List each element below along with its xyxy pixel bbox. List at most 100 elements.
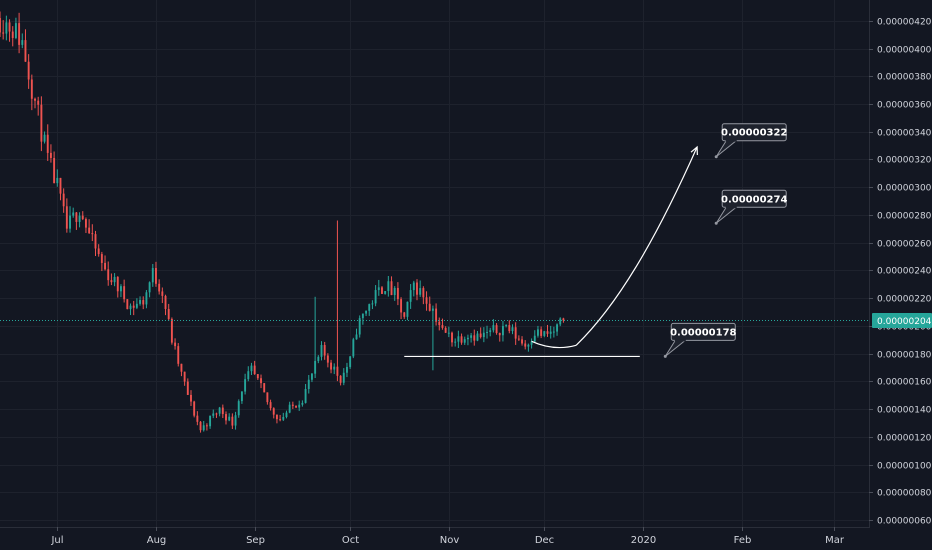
candle-body: [40, 104, 43, 142]
candle-body: [556, 324, 559, 332]
candle-body: [466, 337, 469, 340]
candle-body: [129, 305, 132, 310]
candle-body: [546, 331, 549, 334]
candle-body: [508, 325, 511, 332]
candle-body: [301, 402, 304, 405]
candle-body: [164, 295, 167, 309]
candle-body: [139, 300, 142, 304]
callout-label: 0.00000178: [670, 327, 736, 338]
candle-body: [94, 234, 97, 249]
candle-body: [132, 305, 135, 308]
callout-label: 0.00000322: [721, 128, 787, 139]
candle-body: [285, 412, 288, 417]
candle-body: [339, 375, 342, 383]
candle-body: [336, 366, 339, 376]
candle-body: [489, 330, 492, 332]
y-tick-label: 0.00000380: [877, 73, 932, 83]
candle-body: [361, 313, 364, 319]
callout-box: [721, 189, 787, 208]
candle-body: [431, 308, 434, 311]
candle-body: [441, 325, 444, 328]
candle-body: [333, 366, 336, 370]
candle-body: [559, 318, 562, 325]
candle-body: [409, 290, 412, 302]
candle-body: [381, 287, 383, 294]
candle-body: [161, 291, 164, 296]
candle-body: [521, 339, 523, 344]
candle-body: [113, 276, 116, 283]
candle-body: [514, 327, 517, 339]
candle-body: [291, 404, 294, 406]
candle-body: [56, 177, 59, 184]
candle-body: [135, 303, 138, 308]
candle-body: [304, 388, 307, 403]
candle-body: [495, 325, 498, 334]
candle-body: [374, 290, 377, 304]
y-tick-label: 0.00000360: [877, 101, 932, 111]
candle-body: [43, 134, 46, 142]
candle-body: [549, 331, 552, 334]
candle-body: [97, 248, 100, 255]
candle-body: [78, 215, 81, 222]
candle-body: [59, 177, 62, 194]
candle-body: [288, 404, 291, 413]
candle-body: [145, 292, 148, 305]
candle-body: [358, 318, 361, 335]
candle-body: [326, 355, 329, 363]
candle-body: [396, 287, 399, 300]
candle-body: [65, 206, 68, 229]
y-tick-label: 0.00000140: [877, 406, 932, 416]
x-tick-label: 2020: [631, 535, 656, 546]
candle-body: [310, 373, 313, 380]
candle-body: [540, 329, 543, 336]
candle-body: [142, 300, 145, 305]
candle-body: [215, 413, 218, 415]
candle-body: [193, 401, 196, 416]
candle-body: [221, 407, 224, 415]
candle-body: [260, 378, 262, 384]
candle-body: [524, 343, 527, 347]
candle-body: [498, 333, 501, 336]
candle-body: [279, 419, 282, 421]
candle-body: [371, 303, 374, 305]
callout-box: [670, 322, 736, 341]
candle-body: [75, 212, 78, 222]
candle-body: [212, 413, 215, 416]
candle-body: [27, 61, 30, 80]
y-tick-label: 0.00000280: [877, 212, 932, 222]
y-tick-label: 0.00000400: [877, 46, 932, 56]
x-tick-label: Sep: [246, 535, 265, 546]
candle-body: [323, 345, 326, 356]
candle-body: [34, 98, 36, 101]
candle-body: [53, 157, 56, 184]
candle-body: [209, 415, 212, 427]
candle-body: [460, 336, 463, 343]
candle-body: [186, 381, 189, 395]
candle-body: [406, 301, 409, 317]
callout-anchor-dot: [714, 155, 718, 159]
candle-body: [177, 346, 180, 364]
y-tick-label: 0.00000220: [877, 295, 932, 305]
candle-body: [428, 303, 431, 311]
y-tick-label: 0.00000060: [877, 517, 932, 527]
candle-body: [100, 254, 103, 263]
time-axis[interactable]: Jul Aug Sep Oct Nov Dec 2020 Feb Mar: [50, 527, 845, 546]
candle-body: [120, 286, 122, 292]
callout-label: 0.00000274: [721, 194, 787, 205]
candle-body: [416, 282, 418, 295]
candle-body: [355, 334, 358, 340]
candle-body: [342, 372, 345, 383]
projection-arrow: [575, 146, 698, 346]
candle-body: [298, 404, 301, 408]
candle-body: [272, 408, 275, 415]
candle-body: [438, 321, 441, 326]
candle-body: [476, 333, 479, 341]
candle-body: [425, 297, 428, 304]
candle-body: [5, 22, 8, 34]
candle-body: [81, 215, 84, 220]
candle-body: [377, 287, 380, 291]
candle-body: [390, 281, 393, 296]
